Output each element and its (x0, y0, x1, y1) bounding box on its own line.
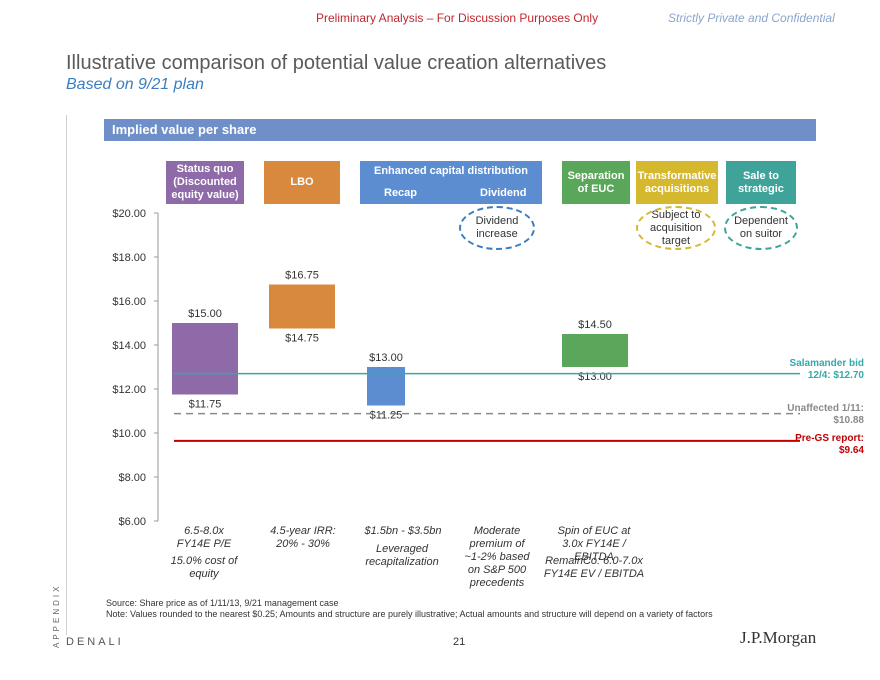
bubble-sale-text: Dependent on suitor (734, 215, 788, 240)
page-subtitle: Based on 9/21 plan (66, 76, 204, 93)
header-status-quo-label: Status quo (Discounted equity value) (171, 163, 239, 201)
y-tick-label: $20.00 (112, 208, 146, 220)
y-tick-label: $18.00 (112, 252, 146, 264)
header-separation: Separation of EUC (562, 161, 630, 204)
header-status-quo: Status quo (Discounted equity value) (166, 161, 244, 204)
header-sale-label: Sale to strategic (738, 169, 784, 195)
y-tick-label: $8.00 (118, 472, 146, 484)
bar-status-quo (172, 323, 238, 395)
salamander-label: Salamander bid 12/4: $12.70 (789, 358, 864, 381)
header-recap-label: Recap (384, 187, 418, 199)
note-dividend: Moderate premium of ~1-2% based on S&P 5… (464, 525, 530, 589)
bar-low-label: $14.75 (285, 333, 319, 345)
bar-separation-of-euc (562, 334, 628, 367)
header-transformative: Transformative acquisitions (636, 161, 718, 204)
source-text: Source: Share price as of 1/11/13, 9/21 … (106, 598, 339, 608)
header-separation-label: Separation of EUC (567, 169, 625, 195)
bubble-transformative-text: Subject to acquisition target (650, 208, 702, 247)
y-tick-label: $6.00 (118, 516, 146, 528)
note-status-quo-2: 15.0% cost of equity (170, 555, 238, 580)
page-title: Illustrative comparison of potential val… (66, 52, 607, 74)
pregs-label: Pre-GS report: $9.64 (795, 433, 864, 456)
header-lbo: LBO (264, 161, 340, 204)
note-separation-1: Spin of EUC at 3.0x FY14E / EBITDA (557, 525, 631, 563)
left-divider (66, 115, 67, 635)
bar-high-label: $13.00 (369, 352, 403, 364)
unaffected-label: Unaffected 1/11: $10.88 (787, 403, 864, 426)
bubble-sale: Dependent on suitor (724, 206, 798, 250)
bar-lbo (269, 284, 335, 329)
y-tick-label: $10.00 (112, 428, 146, 440)
note-text: Note: Values rounded to the nearest $0.2… (106, 609, 713, 619)
y-tick-label: $12.00 (112, 384, 146, 396)
note-status-quo-1: 6.5-8.0x FY14E P/E (176, 525, 232, 550)
header-sale: Sale to strategic (726, 161, 796, 204)
page-number: 21 (453, 636, 466, 648)
header-confidential: Strictly Private and Confidential (668, 11, 835, 25)
bar-recap (367, 367, 405, 406)
bar-high-label: $16.75 (285, 270, 319, 282)
bar-low-label: $13.00 (578, 371, 612, 383)
header-lbo-label: LBO (290, 176, 314, 188)
bar-low-label: $11.75 (189, 399, 222, 411)
bubble-dividend: Dividend increase (459, 206, 535, 250)
jpmorgan-logo: J.P.Morgan (740, 628, 817, 647)
note-lbo: 4.5-year IRR: 20% - 30% (270, 525, 336, 550)
header-dividend-label: Dividend (480, 187, 527, 199)
section-banner: Implied value per share (104, 119, 816, 141)
note-recap-1: $1.5bn - $3.5bn (364, 525, 442, 537)
bar-low-label: $11.25 (370, 410, 403, 422)
bar-high-label: $15.00 (188, 308, 222, 320)
bubble-transformative: Subject to acquisition target (636, 206, 716, 250)
y-tick-label: $16.00 (112, 296, 146, 308)
y-tick-label: $14.00 (112, 340, 146, 352)
bubble-dividend-text: Dividend increase (475, 215, 519, 240)
header-enhanced-label: Enhanced capital distribution (373, 165, 529, 177)
note-recap-2: Leveraged recapitalization (365, 543, 439, 568)
note-separation-2: RemainCo: 6.0-7.0x FY14E EV / EBITDA (543, 555, 645, 580)
header-disclaimer: Preliminary Analysis – For Discussion Pu… (316, 11, 599, 25)
bar-high-label: $14.50 (578, 319, 612, 331)
footer-company: DENALI (66, 636, 124, 648)
header-enhanced: Enhanced capital distribution (360, 161, 542, 204)
header-transformative-label: Transformative acquisitions (637, 169, 717, 195)
